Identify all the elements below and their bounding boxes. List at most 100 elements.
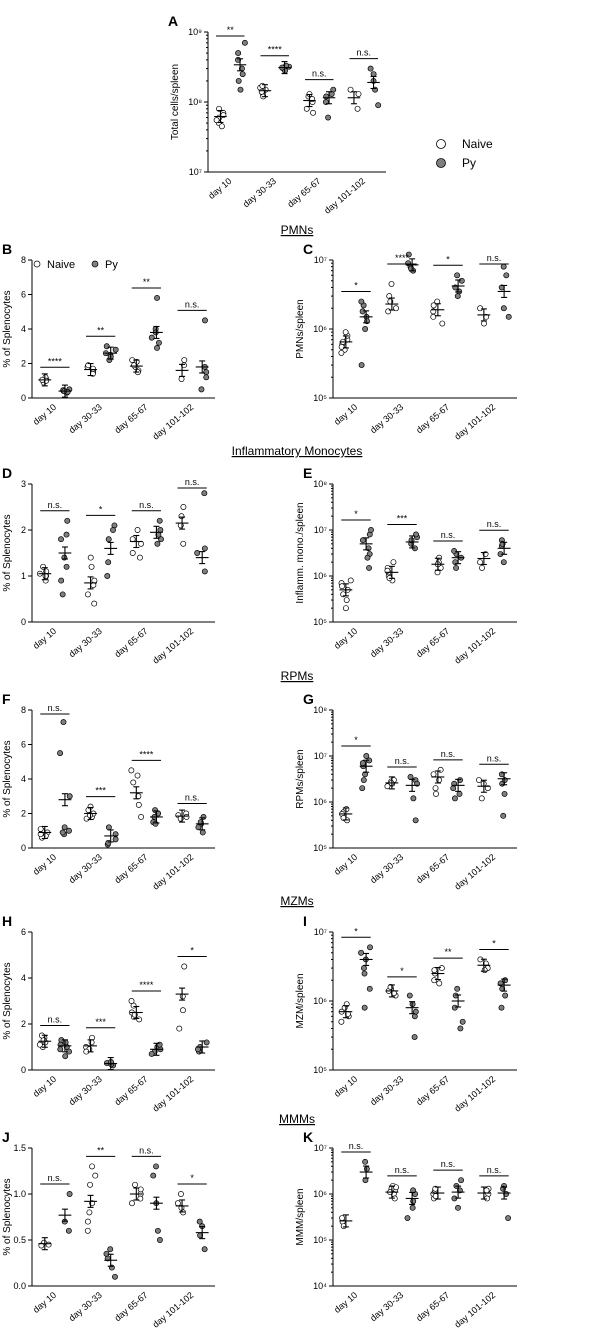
data-point-py [59,829,66,836]
data-point-naive [347,577,354,584]
data-point-py [358,298,365,305]
x-tick-label: day 30-33 [241,176,278,209]
data-point-naive [134,772,141,779]
data-point-py [201,568,208,575]
y-axis-label: PMNs/spleen [295,299,306,358]
significance-label: * [354,735,358,745]
data-point-py [61,824,68,831]
x-tick-label: day 30-33 [67,402,104,435]
y-tick-label: 10⁶ [313,1189,327,1199]
significance-label: * [190,1173,194,1183]
data-point-naive [390,559,397,566]
y-tick-label: 10⁸ [313,479,327,489]
legend-b-naive-marker [33,260,41,268]
y-axis-label: % of Splenocytes [2,740,13,817]
y-tick-label: 4 [21,324,26,334]
data-point-py [155,339,162,346]
data-point-naive [137,1186,144,1193]
data-point-py [412,1008,419,1015]
data-point-naive [343,597,350,604]
data-point-naive [132,1181,138,1188]
panel-i: I 10⁵ 10⁶ 10⁷ MZM/spleen day 10 * day 30-33 * day… [295,913,517,1114]
significance-label: n.s. [487,519,502,529]
legend-py-marker [436,158,446,168]
significance-label: *** [397,513,408,523]
data-point-py [368,527,374,533]
significance-label: n.s. [139,500,154,510]
data-point-py [154,540,161,547]
significance-label: n.s. [185,477,200,487]
legend-panel-b: Naive Py [33,259,118,271]
data-point-py [405,251,412,258]
panel-f: F 0 2 4 6 8 % of Splenocytes day 10 n.s. day 30-3… [2,691,215,892]
data-point-naive [477,305,484,312]
data-point-naive [88,563,95,570]
data-point-py [360,777,367,784]
panel-letter-j: J [2,1129,10,1145]
y-tick-label: 10⁶ [313,324,327,334]
data-point-py [110,527,116,533]
data-point-py [407,774,414,780]
data-point-py [58,536,64,543]
significance-label: **** [139,980,154,990]
significance-label: ** [444,947,452,957]
x-tick-label: day 65-67 [414,402,451,435]
y-tick-label: 10⁵ [313,843,327,853]
significance-label: ** [227,25,235,35]
data-point-py [361,970,368,977]
x-tick-label: day 65-67 [285,176,322,209]
x-tick-label: day 101-102 [453,1074,498,1114]
data-point-py [457,777,464,784]
data-point-py [362,326,369,332]
data-point-naive [431,977,438,984]
data-point-py [363,1166,370,1172]
panel-letter-g: G [303,691,314,707]
data-point-py [500,812,507,819]
x-tick-label: day 101-102 [453,626,498,666]
data-point-py [63,563,70,570]
x-tick-label: day 10 [31,626,58,651]
section-title-rpms: RPMs [281,669,314,683]
data-point-naive [386,293,393,300]
panel-k: K 10⁴ 10⁵ 10⁶ 10⁷ MMM/spleen day 10 n.s. day 30-… [295,1129,517,1330]
data-point-py [153,1163,159,1170]
data-point-naive [87,1181,94,1188]
x-tick-label: day 65-67 [113,1290,150,1323]
panel-a: A 10⁷ 10⁸ 10⁹ Total cells/spleen day 10 ** day … [168,13,386,216]
x-tick-label: day 10 [332,852,359,877]
y-tick-label: 10⁵ [313,1235,327,1245]
x-tick-label: day 101-102 [151,852,196,892]
legend-b-py-marker [91,260,99,268]
data-point-py [454,293,461,300]
data-point-naive [393,1184,400,1191]
data-point-py [60,719,67,726]
data-point-py [154,1227,161,1234]
data-point-py [456,790,463,797]
x-tick-label: day 65-67 [113,402,150,435]
data-point-py [196,1218,203,1225]
data-point-naive [183,814,190,820]
x-tick-label: day 65-67 [414,626,451,659]
significance-label: n.s. [395,756,410,766]
x-tick-label: day 65-67 [414,852,451,885]
data-point-py [203,369,210,376]
x-tick-label: day 30-33 [67,1074,104,1107]
y-tick-label: 0.0 [13,1281,26,1291]
data-point-py [66,827,72,834]
data-point-py [57,750,64,757]
panel-d: D 0 1 2 3 % of Splenocytes day 10 n.s. day 30-33… [2,465,215,666]
y-tick-label: 2 [21,1019,26,1029]
data-point-naive [484,785,491,792]
y-tick-label: 10⁸ [313,705,327,715]
data-point-py [454,272,461,279]
data-point-naive [338,349,345,356]
panel-h: H 0 2 4 6 % of Splenocytes day 10 n.s. day 30-33… [2,913,215,1114]
significance-label: * [400,966,404,976]
data-point-py [358,949,365,956]
y-axis-label: RPMs/spleen [295,749,306,808]
data-point-py [112,1273,118,1280]
data-point-py [359,760,366,767]
x-tick-label: day 10 [31,852,58,877]
x-tick-label: day 65-67 [113,852,150,885]
data-point-py [194,550,201,556]
